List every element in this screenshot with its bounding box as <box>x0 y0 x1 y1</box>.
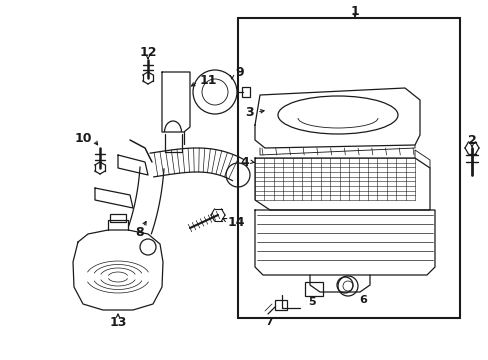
Text: 10: 10 <box>74 131 92 144</box>
Text: 5: 5 <box>307 297 315 307</box>
Bar <box>274 300 286 310</box>
Text: 8: 8 <box>135 225 144 239</box>
Bar <box>242 87 249 97</box>
Text: 6: 6 <box>358 295 366 305</box>
Text: 2: 2 <box>467 134 475 147</box>
Bar <box>110 214 126 222</box>
Bar <box>305 282 323 296</box>
Text: 3: 3 <box>245 105 253 118</box>
Text: 12: 12 <box>139 45 157 59</box>
Bar <box>238 18 459 318</box>
Text: 1: 1 <box>350 5 359 18</box>
Text: 4: 4 <box>240 156 248 168</box>
Text: 9: 9 <box>235 66 243 78</box>
Text: 14: 14 <box>227 216 245 229</box>
Text: 13: 13 <box>109 315 126 328</box>
Text: 7: 7 <box>264 317 272 327</box>
Text: 11: 11 <box>200 73 217 86</box>
